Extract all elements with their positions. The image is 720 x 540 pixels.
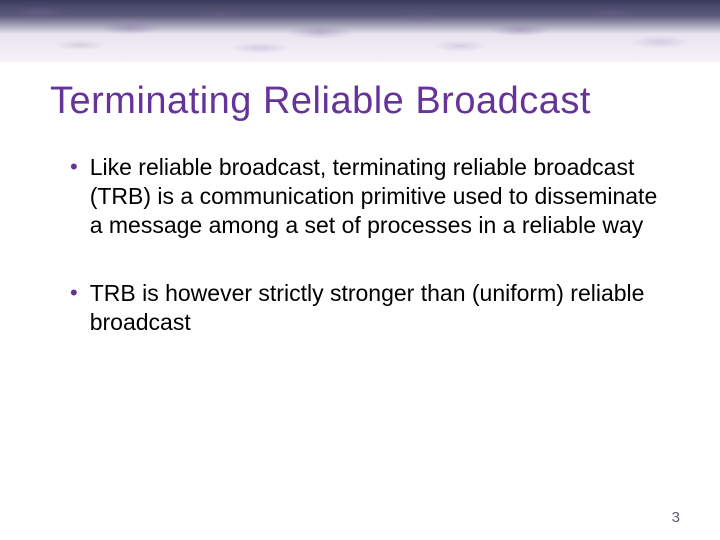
bullet-marker: • bbox=[70, 153, 78, 181]
bullet-marker: • bbox=[70, 279, 78, 307]
bullet-text: Like reliable broadcast, terminating rel… bbox=[90, 153, 660, 239]
slide-content: • Like reliable broadcast, terminating r… bbox=[0, 123, 720, 337]
page-number: 3 bbox=[672, 509, 680, 526]
bullet-item: • Like reliable broadcast, terminating r… bbox=[70, 153, 660, 239]
decorative-banner bbox=[0, 0, 720, 62]
bullet-text: TRB is however strictly stronger than (u… bbox=[90, 279, 660, 337]
bullet-item: • TRB is however strictly stronger than … bbox=[70, 279, 660, 337]
slide-title: Terminating Reliable Broadcast bbox=[0, 62, 720, 123]
